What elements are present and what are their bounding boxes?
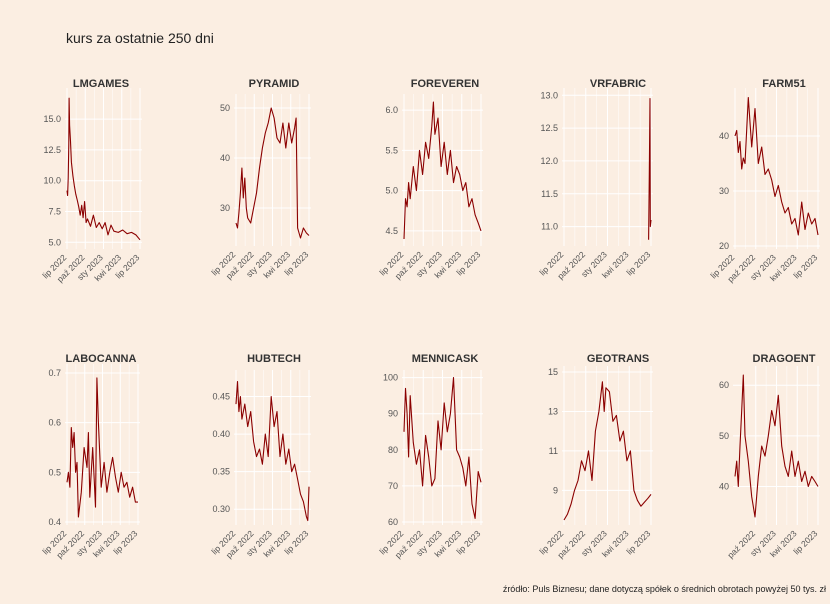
y-tick-label: 5.0 xyxy=(48,237,61,247)
panel-title: HUBTECH xyxy=(247,353,301,365)
y-tick-label: 50 xyxy=(220,103,230,113)
panel-title: FOREVEREN xyxy=(411,78,480,90)
y-tick-label: 0.40 xyxy=(212,429,230,439)
price-line xyxy=(66,377,138,518)
y-tick-label: 13.0 xyxy=(540,90,558,100)
price-line xyxy=(403,101,482,240)
price-line xyxy=(403,377,482,519)
price-line xyxy=(235,107,310,239)
y-tick-label: 5.0 xyxy=(385,186,398,196)
panel-title: PYRAMID xyxy=(249,78,300,90)
panel-title: GEOTRANS xyxy=(587,353,649,365)
chart-title: kurs za ostatnie 250 dni xyxy=(66,30,214,46)
y-tick-label: 15.0 xyxy=(43,114,61,124)
price-line xyxy=(563,381,652,521)
y-tick-label: 0.45 xyxy=(212,392,230,402)
y-tick-label: 7.5 xyxy=(48,207,61,217)
price-line xyxy=(734,96,819,236)
panel-title: FARM51 xyxy=(762,78,805,90)
y-tick-label: 70 xyxy=(388,481,398,491)
price-line xyxy=(734,374,819,518)
y-tick-label: 12.0 xyxy=(540,156,558,166)
y-tick-label: 13 xyxy=(548,406,558,416)
y-tick-label: 9 xyxy=(553,485,558,495)
y-tick-label: 0.30 xyxy=(212,504,230,514)
y-tick-label: 0.35 xyxy=(212,467,230,477)
panel-title: MENNICASK xyxy=(412,353,479,365)
y-tick-label: 90 xyxy=(388,409,398,419)
y-tick-label: 12.5 xyxy=(540,123,558,133)
panel-title: VRFABRIC xyxy=(590,78,646,90)
panel-title: LABOCANNA xyxy=(66,353,137,365)
x-tick-label: lip 2023 xyxy=(624,528,652,556)
y-tick-label: 11 xyxy=(549,446,558,456)
y-tick-label: 5.5 xyxy=(385,145,398,155)
y-tick-label: 60 xyxy=(719,380,729,390)
y-tick-label: 11.0 xyxy=(541,222,558,232)
y-tick-label: 100 xyxy=(383,373,398,383)
y-tick-label: 0.6 xyxy=(48,418,61,428)
y-tick-label: 60 xyxy=(388,517,398,527)
y-tick-label: 40 xyxy=(220,153,230,163)
y-tick-label: 0.4 xyxy=(48,517,61,527)
y-tick-label: 20 xyxy=(719,241,729,251)
y-tick-label: 6.0 xyxy=(385,105,398,115)
y-tick-label: 30 xyxy=(220,203,230,213)
x-tick-label: lip 2023 xyxy=(624,249,652,277)
y-tick-label: 0.7 xyxy=(48,368,61,378)
y-tick-label: 12.5 xyxy=(43,145,61,155)
y-tick-label: 11.5 xyxy=(541,189,558,199)
y-tick-label: 10.0 xyxy=(43,176,61,186)
y-tick-label: 0.5 xyxy=(48,467,61,477)
y-tick-label: 15 xyxy=(548,367,558,377)
panel-title: DRAGOENT xyxy=(753,353,816,365)
source-caption: źródło: Puls Biznesu; dane dotyczą spółe… xyxy=(502,584,826,594)
price-line xyxy=(648,98,652,240)
y-tick-label: 4.5 xyxy=(385,226,398,236)
y-tick-label: 40 xyxy=(719,482,729,492)
y-tick-label: 80 xyxy=(388,445,398,455)
y-tick-label: 30 xyxy=(719,186,729,196)
y-tick-label: 40 xyxy=(719,131,729,141)
y-tick-label: 50 xyxy=(719,431,729,441)
price-line xyxy=(235,380,310,522)
panel-title: LMGAMES xyxy=(73,78,129,90)
price-line xyxy=(66,97,141,241)
